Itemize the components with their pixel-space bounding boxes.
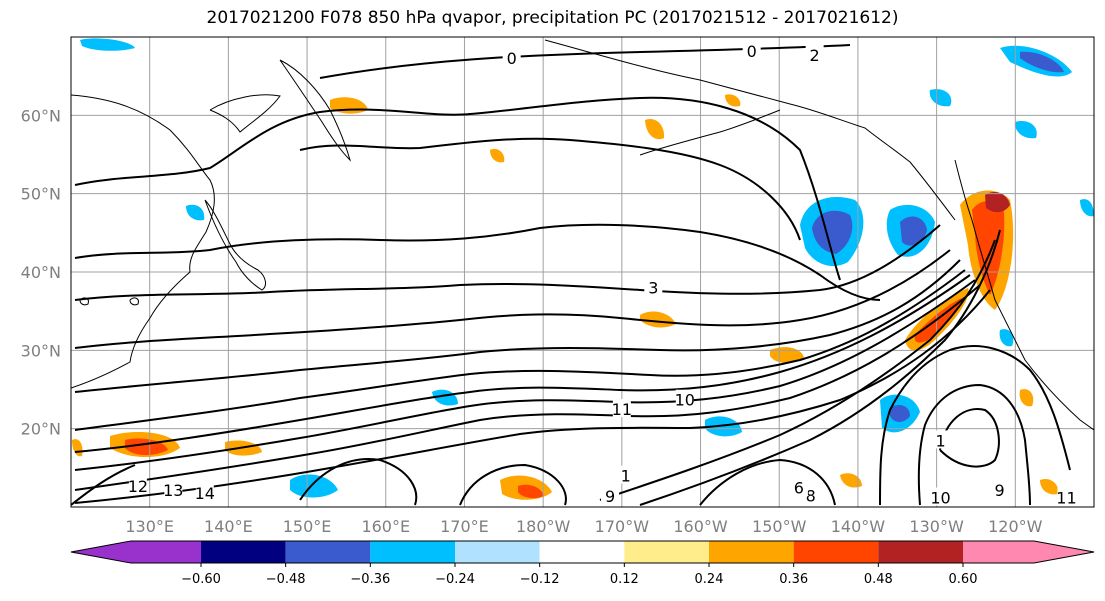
colorbar-tick-label: −0.48 xyxy=(266,572,306,587)
contour-label-background xyxy=(805,45,824,64)
colorbar-swatch-max-extend xyxy=(963,541,1094,563)
contour-label-background xyxy=(195,482,214,501)
contour-label-background xyxy=(931,487,950,506)
coastlines xyxy=(71,39,1094,431)
lat-tick-label: 60°N xyxy=(21,106,61,125)
colorbar-swatch xyxy=(455,541,540,563)
longitude-labels: 130°E 140°E 150°E 160°E 170°E 180°W 170°W 160°W… xyxy=(125,517,1042,536)
lat-tick-label: 40°N xyxy=(21,263,61,282)
colorbar-swatch-min-extend xyxy=(71,541,201,563)
lat-tick-label: 20°N xyxy=(21,420,61,439)
contour-label-background xyxy=(931,430,950,449)
colorbar-tick-label: −0.24 xyxy=(435,572,475,587)
colorbar-tick-label: 0.60 xyxy=(949,572,978,587)
colorbar-swatch xyxy=(793,541,879,563)
contour-label-background xyxy=(789,477,808,496)
contour-label-background xyxy=(644,277,663,296)
contour-label: 8 xyxy=(806,486,816,505)
colorbar-swatch xyxy=(878,541,963,563)
map-frame xyxy=(70,36,1095,508)
colorbar-tick-label: 0.48 xyxy=(864,572,893,587)
colorbar-swatch xyxy=(624,541,709,563)
colorbar-tick-label: −0.36 xyxy=(350,572,390,587)
lat-tick-label: 50°N xyxy=(21,185,61,204)
colorbar-swatch xyxy=(285,541,371,563)
lat-tick-label: 30°N xyxy=(21,341,61,360)
contour-label-background xyxy=(990,479,1009,498)
contour-label: 3 xyxy=(648,279,658,298)
contour-label: 9 xyxy=(994,481,1004,500)
colorbar-tick-label: 0.12 xyxy=(610,572,639,587)
coastline-alaska xyxy=(544,39,956,221)
contour-label-background xyxy=(616,465,635,484)
colorbar-tick-labels: −0.60 −0.48 −0.36 −0.24 −0.12 0.12 0.24 0.36 0.4… xyxy=(181,563,977,587)
contour-label: 0 xyxy=(507,49,517,68)
contour-label: 10 xyxy=(675,391,695,410)
colorbar-tick-label: 0.36 xyxy=(779,572,808,587)
coastline-japan xyxy=(204,199,266,291)
lon-tick-label: 150°W xyxy=(752,517,807,536)
lon-tick-label: 180°W xyxy=(516,517,571,536)
contour-label: 11 xyxy=(1056,489,1076,508)
colorbar-tick-label: −0.12 xyxy=(520,572,560,587)
contour-label-background xyxy=(742,41,761,60)
contour-label-background xyxy=(164,479,183,498)
contour-label-background xyxy=(502,48,521,67)
colorbar-tick-label: −0.60 xyxy=(181,572,221,587)
lon-tick-label: 170°W xyxy=(595,517,650,536)
qvapor-contours xyxy=(71,44,1071,506)
lon-tick-label: 150°E xyxy=(283,517,332,536)
contour-label: 2 xyxy=(810,46,820,65)
contour-label-background xyxy=(601,486,620,505)
contour-label: 6 xyxy=(794,478,804,497)
lon-tick-label: 160°E xyxy=(361,517,410,536)
colorbar-swatch xyxy=(709,541,794,563)
colorbar-outline xyxy=(70,540,1095,564)
contour-label: 1 xyxy=(935,431,945,450)
contour-label: 12 xyxy=(128,477,148,496)
lon-tick-label: 120°W xyxy=(988,517,1043,536)
lon-tick-label: 140°E xyxy=(204,517,253,536)
contour-label-background xyxy=(1057,487,1076,506)
contour-label-background xyxy=(675,389,694,408)
colorbar-swatch xyxy=(370,541,455,563)
contour-label: 0 xyxy=(747,42,757,61)
map-title: 2017021200 F078 850 hPa qvapor, precipit… xyxy=(206,8,899,28)
latitude-labels: 60°N 50°N 40°N 30°N 20°N xyxy=(21,106,61,438)
contour-label-background xyxy=(612,399,631,418)
coastline-kamchatka xyxy=(279,59,352,162)
coastline-okhotsk xyxy=(209,94,281,133)
lon-tick-label: 160°W xyxy=(673,517,728,536)
contour-label: 9 xyxy=(605,487,615,506)
contour-label: 13 xyxy=(163,481,183,500)
lon-tick-label: 170°E xyxy=(440,517,489,536)
contour-label: 14 xyxy=(195,484,215,503)
contour-label: 11 xyxy=(612,400,632,419)
coastline-asia xyxy=(71,94,215,389)
contour-label-background xyxy=(128,475,147,494)
colorbar-swatches xyxy=(70,540,1095,564)
contour-label: 10 xyxy=(930,489,950,508)
lon-tick-label: 130°W xyxy=(909,517,964,536)
colorbar-swatch xyxy=(539,541,625,563)
colorbar-tick-label: 0.24 xyxy=(695,572,724,587)
lon-tick-label: 130°E xyxy=(125,517,174,536)
negative-anomaly-patches xyxy=(80,38,1094,498)
colorbar-swatch xyxy=(201,541,286,563)
contour-label: 1 xyxy=(621,467,631,486)
coastline-north-america xyxy=(954,159,1094,431)
lon-tick-label: 140°W xyxy=(831,517,886,536)
